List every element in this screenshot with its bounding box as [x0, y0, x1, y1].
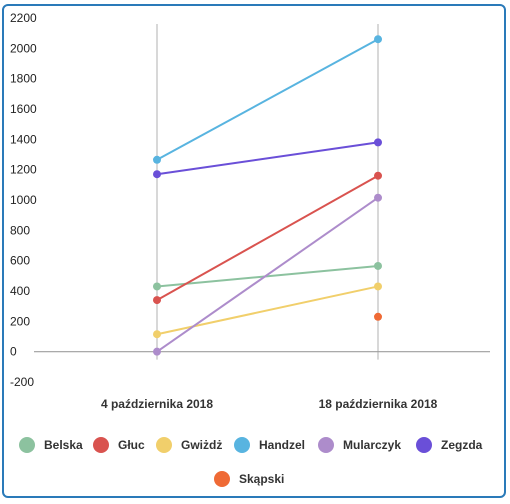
x-axis-ticks: 4 października 2018 18 października 2018: [101, 397, 438, 411]
legend: Belska Głuc Gwiżdż Handzel Mularczyk Zegzda Sk…: [19, 437, 483, 487]
data-point-gwiżdż: [153, 330, 161, 339]
y-tick-label: 600: [10, 254, 30, 268]
legend-item-zegzda[interactable]: Zegzda: [416, 437, 483, 453]
data-point-mularczyk: [374, 193, 382, 202]
y-tick-label: 800: [10, 223, 30, 237]
legend-swatch: [318, 437, 334, 453]
y-tick-label: 200: [10, 314, 30, 328]
data-point-belska: [153, 282, 161, 291]
series-line-gwiżdż: [156, 285, 379, 336]
series-line-głuc: [156, 174, 379, 301]
y-tick-label: 1800: [10, 72, 37, 86]
data-point-handzel: [153, 155, 161, 164]
chart-frame: [2, 4, 506, 498]
x-tick-label: 18 października 2018: [319, 397, 438, 411]
legend-item-skąpski[interactable]: Skąpski: [214, 471, 284, 487]
legend-label: Zegzda: [441, 438, 483, 452]
data-point-głuc: [153, 296, 161, 305]
legend-label: Handzel: [259, 438, 305, 452]
legend-label: Gwiżdż: [181, 438, 222, 452]
series-line-zegzda: [156, 141, 379, 176]
series-line-handzel: [156, 38, 379, 161]
legend-swatch: [234, 437, 250, 453]
data-point-zegzda: [374, 138, 382, 147]
data-point-handzel: [374, 35, 382, 44]
data-point-belska: [374, 261, 382, 270]
x-tick-label: 4 października 2018: [101, 397, 213, 411]
data-point-głuc: [374, 171, 382, 180]
y-tick-label: 0: [10, 345, 17, 359]
series-line-mularczyk: [156, 196, 379, 353]
y-axis-ticks: -200 0 200 400 600 800 1000 1200 1400 1600 1800 200…: [10, 11, 37, 389]
legend-swatch: [214, 471, 230, 487]
series-line-belska: [156, 264, 379, 288]
y-tick-label: 2200: [10, 11, 37, 25]
legend-label: Belska: [44, 438, 83, 452]
legend-item-handzel[interactable]: Handzel: [234, 437, 305, 453]
y-tick-label: 1600: [10, 102, 37, 116]
series-points: [153, 35, 382, 356]
data-point-mularczyk: [153, 347, 161, 356]
legend-item-mularczyk[interactable]: Mularczyk: [318, 437, 401, 453]
y-tick-label: 400: [10, 284, 30, 298]
legend-swatch: [19, 437, 35, 453]
data-point-gwiżdż: [374, 282, 382, 291]
y-tick-label: 1400: [10, 132, 37, 146]
legend-label: Mularczyk: [343, 438, 401, 452]
data-point-zegzda: [153, 170, 161, 179]
y-tick-label: 1000: [10, 193, 37, 207]
y-tick-label: -200: [10, 375, 34, 389]
legend-swatch: [416, 437, 432, 453]
y-tick-label: 2000: [10, 41, 37, 55]
legend-item-głuc[interactable]: Głuc: [93, 437, 145, 453]
legend-item-belska[interactable]: Belska: [19, 437, 83, 453]
series-lines: [156, 38, 379, 353]
legend-swatch: [93, 437, 109, 453]
legend-label: Głuc: [118, 438, 145, 452]
legend-swatch: [156, 437, 172, 453]
legend-item-gwiżdż[interactable]: Gwiżdż: [156, 437, 222, 453]
legend-label: Skąpski: [239, 472, 284, 486]
data-point-skąpski: [374, 312, 382, 321]
y-tick-label: 1200: [10, 163, 37, 177]
